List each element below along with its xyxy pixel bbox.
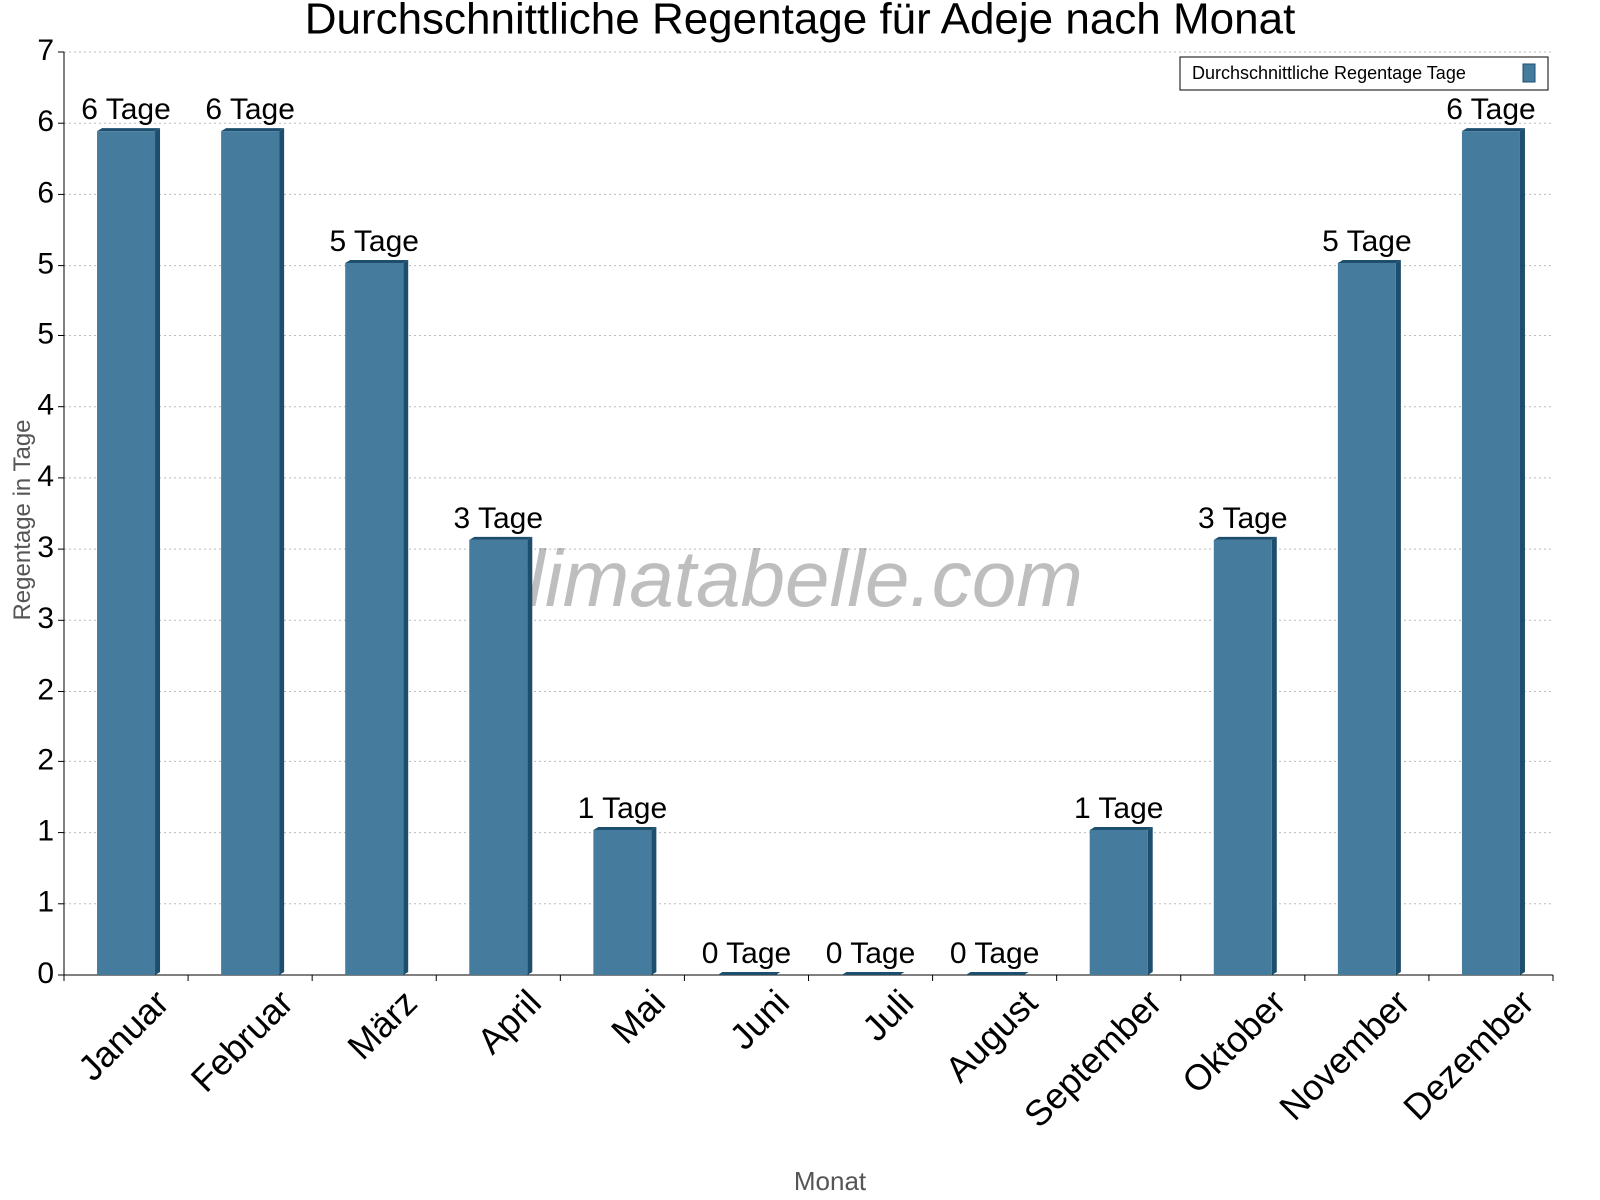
value-label: 6 Tage (81, 93, 171, 126)
x-tick-label: März (339, 982, 425, 1068)
value-label: 0 Tage (702, 937, 792, 970)
y-tick-label: 3 (37, 531, 54, 564)
x-tick-label: November (1271, 982, 1417, 1128)
bar-top (1089, 826, 1153, 830)
bar-side (403, 259, 409, 975)
bar-top (593, 826, 657, 830)
bar-group (717, 972, 781, 975)
bar-side (1395, 259, 1401, 975)
bar-group (1337, 259, 1401, 975)
bar-top (469, 536, 533, 540)
bar-top (1213, 536, 1277, 540)
bar-top (841, 972, 905, 975)
bar-side (1147, 826, 1153, 975)
bar-side (1271, 536, 1277, 975)
bar-top (97, 128, 161, 132)
bar-side (527, 536, 533, 975)
x-tick-label: Mai (603, 982, 673, 1052)
y-tick-label: 1 (37, 815, 54, 848)
bar (593, 829, 652, 975)
bar-side (651, 826, 657, 975)
chart-title: Durchschnittliche Regentage für Adeje na… (305, 0, 1296, 44)
value-label: 3 Tage (1198, 502, 1288, 535)
y-tick-label: 4 (37, 389, 54, 422)
bar-side (1519, 128, 1525, 976)
value-label: 5 Tage (329, 225, 419, 258)
value-label: 5 Tage (1322, 225, 1412, 258)
y-axis-label: Regentage in Tage (9, 419, 36, 620)
bar-top (221, 128, 285, 132)
y-tick-label: 5 (37, 248, 54, 281)
bar-group (97, 128, 161, 976)
bar-top (345, 259, 409, 263)
value-label: 6 Tage (1446, 93, 1536, 126)
x-tick-label: Juli (854, 982, 921, 1049)
y-tick-label: 4 (37, 460, 54, 493)
bar (1213, 539, 1272, 975)
bar-top (1461, 128, 1525, 132)
y-tick-label: 6 (37, 105, 54, 138)
bar-group (469, 536, 533, 975)
bar (97, 131, 156, 976)
bar (1089, 829, 1148, 975)
bar-group (1089, 826, 1153, 975)
legend-swatch (1522, 63, 1536, 83)
y-tick-label: 6 (37, 176, 54, 209)
bar-top (717, 972, 781, 975)
x-tick-label: April (469, 982, 549, 1062)
bar (1337, 262, 1396, 975)
y-tick-label: 1 (37, 886, 54, 919)
y-tick-label: 5 (37, 317, 54, 350)
x-tick-label: Oktober (1174, 982, 1294, 1102)
bar (469, 539, 528, 975)
bar-group (841, 972, 905, 975)
y-tick-label: 2 (37, 743, 54, 776)
x-axis-label: Monat (794, 1166, 867, 1196)
bar-group (593, 826, 657, 975)
bar-group (345, 259, 409, 975)
bar-side (155, 128, 161, 976)
bar (1461, 131, 1520, 976)
value-label: 1 Tage (1074, 792, 1164, 825)
y-tick-label: 0 (37, 957, 54, 990)
bar-top (965, 972, 1029, 975)
bar (221, 131, 280, 976)
value-label: 0 Tage (950, 937, 1040, 970)
bar-group (1213, 536, 1277, 975)
watermark: klimatabelle.com (487, 534, 1083, 623)
bar-group (1461, 128, 1525, 976)
x-tick-label: August (937, 982, 1045, 1090)
value-label: 6 Tage (205, 93, 295, 126)
y-tick-label: 7 (37, 34, 54, 67)
x-tick-label: Dezember (1395, 982, 1541, 1128)
bar-side (279, 128, 285, 976)
value-label: 1 Tage (578, 792, 668, 825)
bar-group (965, 972, 1029, 975)
bar-top (1337, 259, 1401, 263)
legend-box (1179, 56, 1549, 91)
bar (345, 262, 404, 975)
x-tick-label: Juni (721, 982, 797, 1058)
value-label: 0 Tage (826, 937, 916, 970)
bar-group (221, 128, 285, 976)
value-label: 3 Tage (454, 502, 544, 535)
legend-label: Durchschnittliche Regentage Tage (1192, 63, 1466, 83)
y-tick-label: 3 (37, 602, 54, 635)
x-tick-label: Februar (183, 982, 301, 1100)
y-tick-label: 2 (37, 673, 54, 706)
x-tick-label: Januar (70, 982, 177, 1089)
